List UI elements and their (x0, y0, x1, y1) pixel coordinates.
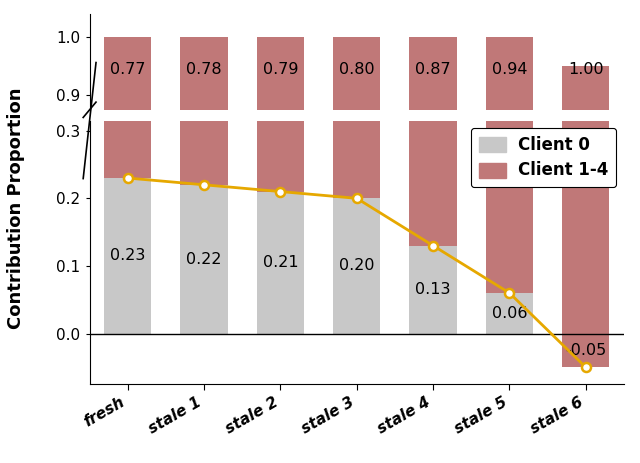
Bar (180, 37, 228, 463)
Bar (562, 66, 609, 463)
Text: 0.23: 0.23 (110, 248, 145, 263)
Bar (333, 0, 380, 198)
Bar (410, 246, 457, 333)
Bar (104, 0, 152, 178)
Bar (333, 198, 380, 333)
Text: -0.05: -0.05 (565, 343, 607, 358)
Bar (410, 0, 457, 246)
Legend: Client 0, Client 1-4: Client 0, Client 1-4 (471, 128, 616, 187)
Text: 0.13: 0.13 (415, 282, 451, 297)
Bar (257, 192, 304, 333)
Bar (257, 0, 304, 192)
Bar (104, 37, 152, 463)
Text: 0.06: 0.06 (492, 306, 527, 321)
Text: 0.94: 0.94 (492, 62, 527, 76)
Text: 0.79: 0.79 (262, 62, 298, 76)
Text: 0.80: 0.80 (339, 62, 374, 76)
Bar (486, 0, 533, 293)
Text: 0.78: 0.78 (186, 62, 222, 76)
Bar (410, 37, 457, 463)
Text: 1.00: 1.00 (568, 62, 604, 76)
Text: 0.20: 0.20 (339, 258, 374, 274)
Bar (562, 333, 609, 367)
Text: Contribution Proportion: Contribution Proportion (7, 88, 25, 329)
Bar (180, 185, 228, 333)
Text: 0.22: 0.22 (186, 252, 222, 267)
Bar (257, 37, 304, 463)
Bar (562, 0, 609, 367)
Bar (333, 37, 380, 463)
Text: 0.77: 0.77 (110, 62, 145, 76)
Bar (486, 293, 533, 333)
Text: 0.87: 0.87 (415, 62, 451, 76)
Bar (486, 37, 533, 463)
Bar (180, 0, 228, 185)
Bar (104, 178, 152, 333)
Text: 0.21: 0.21 (262, 255, 298, 270)
